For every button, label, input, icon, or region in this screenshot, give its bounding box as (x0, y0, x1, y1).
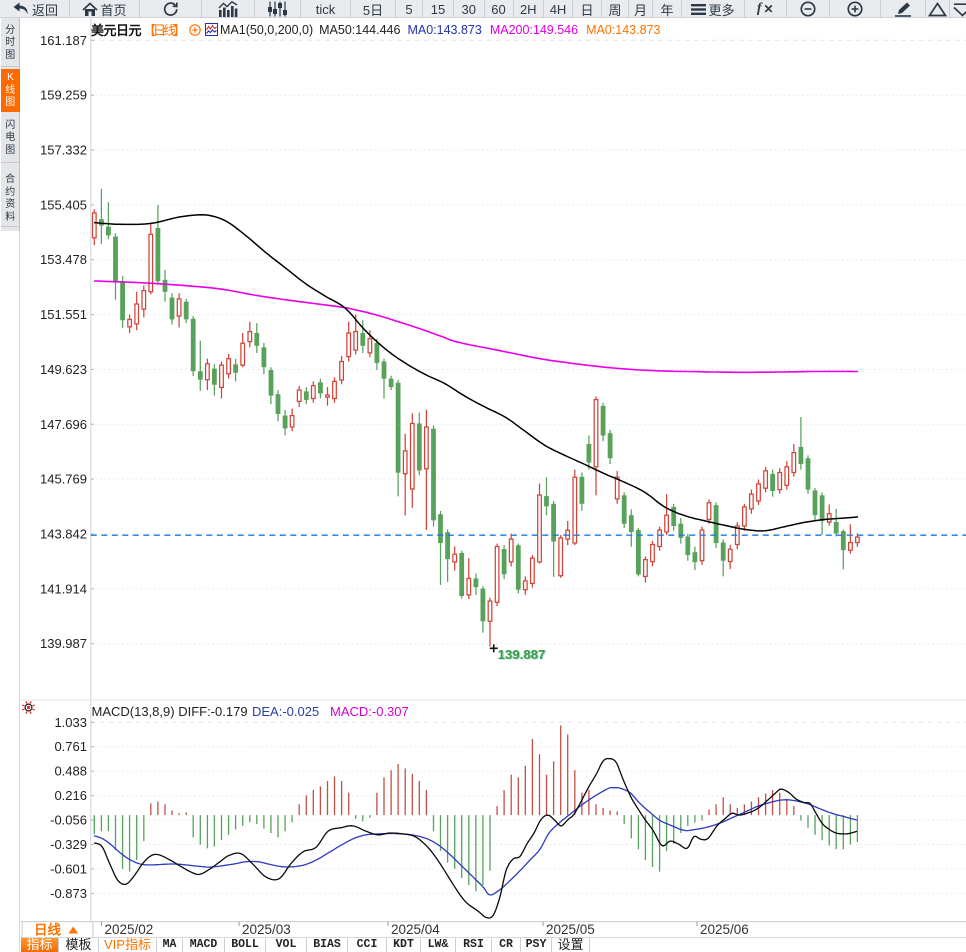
svg-text:143.842: 143.842 (40, 527, 87, 542)
svg-text:2025/03: 2025/03 (242, 922, 291, 937)
svg-text:147.696: 147.696 (40, 417, 87, 432)
svg-text:141.914: 141.914 (40, 581, 87, 596)
svg-text:0.216: 0.216 (54, 788, 87, 803)
svg-text:2025/06: 2025/06 (700, 922, 749, 937)
svg-text:145.769: 145.769 (40, 472, 87, 487)
svg-text:0.488: 0.488 (54, 764, 87, 779)
svg-text:DEA:-0.025: DEA:-0.025 (252, 704, 319, 719)
svg-text:149.623: 149.623 (40, 362, 87, 377)
svg-text:-0.329: -0.329 (50, 837, 87, 852)
svg-text:159.259: 159.259 (40, 88, 87, 103)
svg-text:153.478: 153.478 (40, 252, 87, 267)
svg-text:161.187: 161.187 (40, 33, 87, 48)
svg-text:2025/02: 2025/02 (105, 922, 154, 937)
svg-text:2025/04: 2025/04 (391, 922, 440, 937)
svg-text:139.987: 139.987 (40, 636, 87, 651)
svg-text:MACD:-0.307: MACD:-0.307 (330, 704, 409, 719)
svg-text:MACD(13,8,9) DIFF:-0.179: MACD(13,8,9) DIFF:-0.179 (92, 704, 248, 719)
svg-text:1.033: 1.033 (54, 715, 87, 730)
svg-text:0.761: 0.761 (54, 739, 87, 754)
svg-text:日线: 日线 (34, 922, 61, 938)
svg-text:139.887: 139.887 (498, 647, 546, 662)
svg-text:-0.056: -0.056 (50, 813, 87, 828)
svg-text:2025/05: 2025/05 (546, 922, 595, 937)
svg-text:-0.601: -0.601 (50, 861, 87, 876)
svg-text:139.887: 139.887 (499, 648, 547, 663)
svg-text:155.405: 155.405 (40, 197, 87, 212)
svg-text:151.551: 151.551 (40, 307, 87, 322)
svg-text:157.332: 157.332 (40, 143, 87, 158)
svg-text:-0.873: -0.873 (50, 886, 87, 901)
